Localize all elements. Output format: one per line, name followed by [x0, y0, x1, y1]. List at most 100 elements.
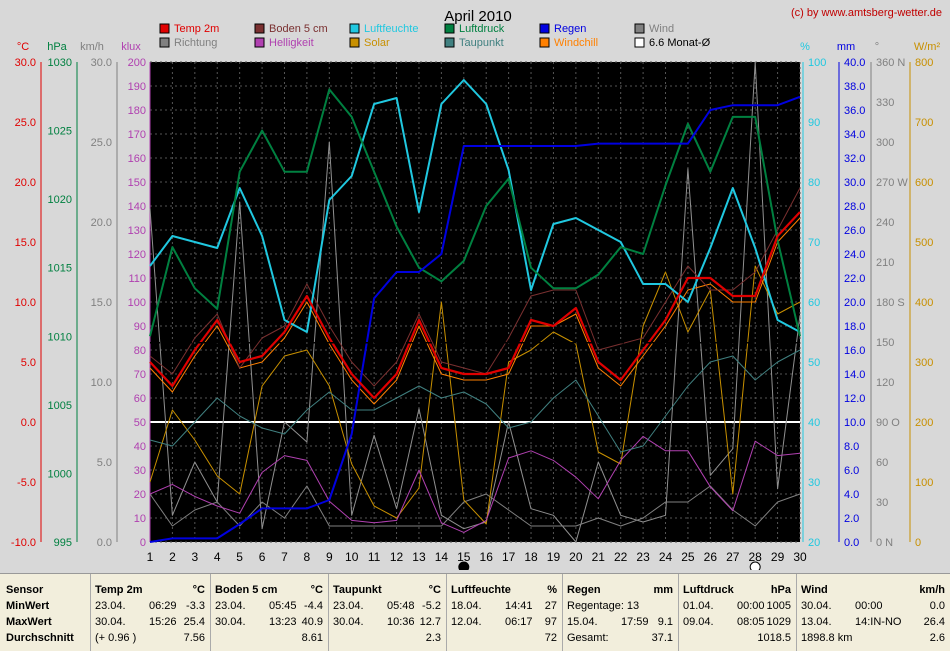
tick-label-direction: 120 — [876, 377, 894, 389]
stats-date: 18.04. — [451, 600, 482, 612]
stats-date: Regentage: 13 — [567, 600, 640, 612]
stats-date: 01.04. — [683, 600, 714, 612]
tick-label-lux: 120 — [128, 249, 146, 261]
stats-value: 26.4 — [923, 616, 945, 628]
series-line-richtung — [149, 61, 801, 543]
tick-label-rain: 20.0 — [844, 297, 865, 309]
x-tick-label: 15 — [457, 550, 471, 564]
stats-time: 05:45 — [269, 600, 297, 612]
tick-label-solar: 300 — [915, 357, 933, 369]
stats-unit: mm — [653, 584, 673, 596]
legend-swatch — [254, 37, 265, 48]
stats-time: 05:48 — [387, 600, 415, 612]
legend-label: Regen — [554, 23, 586, 35]
legend-swatch — [349, 23, 360, 34]
tick-label-lux: 160 — [128, 153, 146, 165]
stats-col-luftdruck: Luftdruck hPa 01.04. 00:00 1005 09.04. 08:05 10… — [678, 574, 797, 651]
stats-header: Taupunkt — [333, 584, 382, 596]
axis-unit-rain: mm — [837, 41, 855, 53]
x-tick-label: 16 — [480, 550, 494, 564]
legend-swatch — [634, 23, 645, 34]
stats-date: Gesamt: — [567, 632, 609, 644]
stats-col-temp: Temp 2m °C 23.04. 06:29 -3.3 30.04. 15:26 25.4 (… — [90, 574, 211, 651]
tick-label-rain: 2.0 — [844, 513, 859, 525]
tick-label-direction: 360 N — [876, 57, 905, 69]
tick-label-temp: 30.0 — [15, 57, 36, 69]
tick-label-pressure: 1030 — [48, 57, 72, 69]
stats-time: 06:17 — [505, 616, 533, 628]
stats-time: 17:59 — [621, 616, 649, 628]
tick-label-direction: 300 — [876, 137, 894, 149]
tick-label-direction: 150 — [876, 337, 894, 349]
copyright-text[interactable]: (c) by www.amtsberg-wetter.de — [791, 7, 942, 19]
axis-unit-pressure: hPa — [47, 41, 67, 53]
stats-col-wind: Wind km/h 30.04. 00:00 0.0 13.04. 14:IN-NO 26.4… — [796, 574, 950, 651]
tick-label-pressure: 1025 — [48, 126, 72, 138]
tick-label-humidity: 40 — [808, 417, 820, 429]
tick-label-rain: 22.0 — [844, 273, 865, 285]
tick-label-direction: 240 — [876, 217, 894, 229]
tick-label-lux: 30 — [134, 465, 146, 477]
stats-label-avg: Durchschnitt — [6, 632, 74, 644]
stats-value: 72 — [544, 632, 557, 644]
x-tick-label: 4 — [214, 550, 221, 564]
tick-label-temp: 10.0 — [15, 297, 36, 309]
x-tick-label: 9 — [326, 550, 333, 564]
stats-col-sensor: Sensor MinWert MaxWert Durchschnitt — [0, 574, 90, 651]
series-line-regen — [149, 95, 801, 543]
stats-value: -3.3 — [186, 600, 205, 612]
tick-label-rain: 10.0 — [844, 417, 865, 429]
tick-label-lux: 180 — [128, 105, 146, 117]
stats-value: 12.7 — [419, 616, 441, 628]
stats-date: 1898.8 km — [801, 632, 853, 644]
tick-label-direction: 330 — [876, 97, 894, 109]
tick-label-temp: 25.0 — [15, 117, 36, 129]
tick-label-rain: 36.0 — [844, 105, 865, 117]
stats-value: 9.1 — [657, 616, 673, 628]
tick-label-lux: 40 — [134, 441, 146, 453]
new-moon-icon — [458, 561, 470, 570]
tick-label-humidity: 20 — [808, 537, 820, 549]
legend-label: Luftdruck — [459, 23, 505, 35]
stats-date: 15.04. — [567, 616, 598, 628]
stats-time: 00:00 — [855, 600, 883, 612]
tick-label-wind: 10.0 — [91, 377, 112, 389]
stats-date: 23.04. — [215, 600, 246, 612]
x-tick-label: 6 — [259, 550, 266, 564]
tick-label-rain: 32.0 — [844, 153, 865, 165]
x-tick-label: 23 — [636, 550, 650, 564]
x-tick-label: 8 — [304, 550, 311, 564]
tick-label-wind: 0.0 — [97, 537, 112, 549]
x-tick-label: 17 — [502, 550, 516, 564]
stats-date: 13.04. — [801, 616, 832, 628]
x-tick-label: 26 — [704, 550, 718, 564]
tick-label-direction: 60 — [876, 457, 888, 469]
stats-time: 10:36 — [387, 616, 415, 628]
stats-date: (+ 0.96 ) — [95, 632, 137, 644]
tick-label-rain: 12.0 — [844, 393, 865, 405]
stats-col-regen: Regen mm Regentage: 13 15.04. 17:59 9.1 Gesamt… — [562, 574, 679, 651]
tick-label-temp: 15.0 — [15, 237, 36, 249]
axis-unit-wind: km/h — [80, 41, 104, 53]
x-tick-label: 2 — [169, 550, 176, 564]
stats-time: 15:26 — [149, 616, 177, 628]
tick-label-rain: 18.0 — [844, 321, 865, 333]
x-tick-label: 11 — [368, 550, 381, 564]
axis-unit-direction: ° — [875, 41, 879, 53]
x-tick-label: 18 — [524, 550, 538, 564]
stats-header: Luftfeuchte — [451, 584, 511, 596]
chart-title: April 2010 — [444, 8, 512, 25]
stats-date: 23.04. — [333, 600, 364, 612]
tick-label-lux: 50 — [134, 417, 146, 429]
tick-label-humidity: 80 — [808, 177, 820, 189]
stats-value: 97 — [544, 616, 557, 628]
x-tick-label: 3 — [191, 550, 198, 564]
stats-value: 27 — [544, 600, 557, 612]
stats-date: 30.04. — [95, 616, 126, 628]
tick-label-pressure: 995 — [54, 537, 72, 549]
stats-value: 37.1 — [651, 632, 673, 644]
stats-header: Temp 2m — [95, 584, 143, 596]
tick-label-direction: 270 W — [876, 177, 908, 189]
stats-value: 2.6 — [929, 632, 945, 644]
x-tick-label: 10 — [345, 550, 359, 564]
